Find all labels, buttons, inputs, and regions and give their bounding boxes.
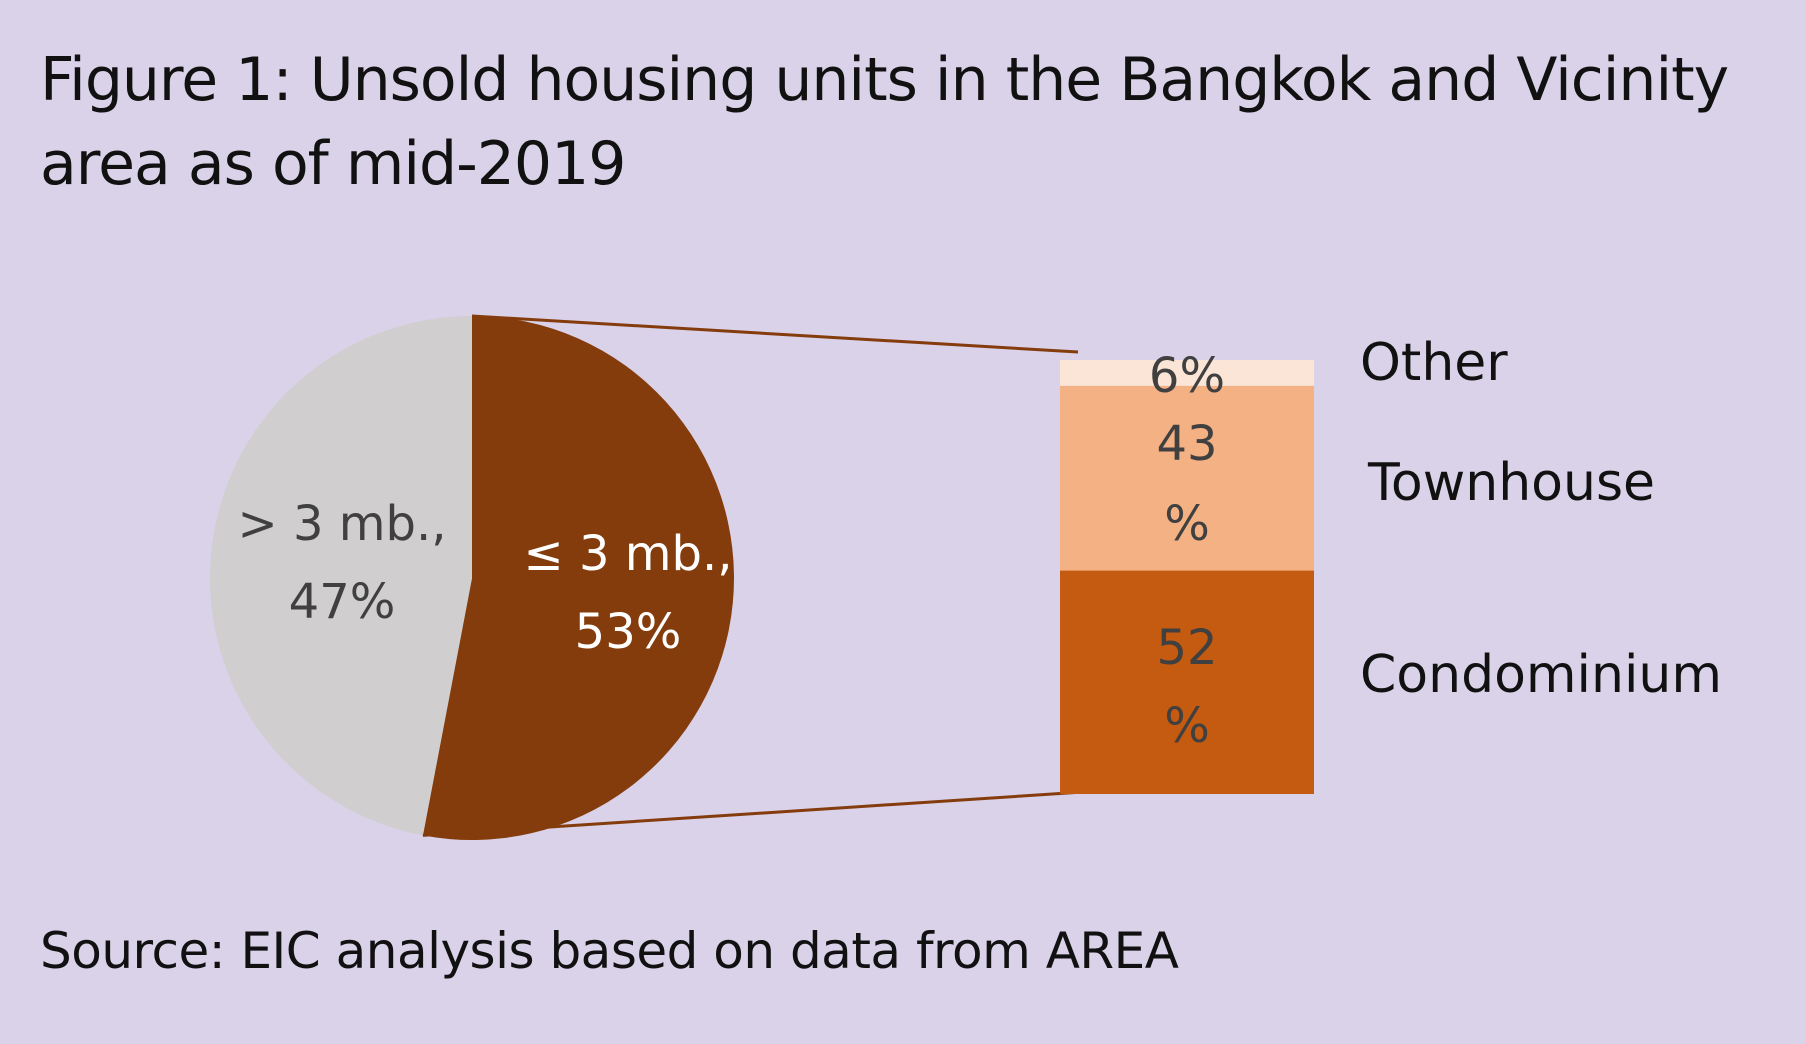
pie-label-low-name: ≤ 3 mb., [523,526,732,582]
bar-segment-other-value: 6% [1149,348,1225,404]
connector-line-top [471,314,1079,354]
bar-segment-other-category-label: Other [1360,333,1508,393]
bar-segment-townhouse [1060,385,1314,571]
pie-slice-high [210,316,472,836]
pie-slice-low [422,316,735,840]
chart-source: Source: EIC analysis based on data from … [40,922,1179,980]
bar-segment-condominium-category-label: Condominium [1360,645,1722,705]
bar-segment-townhouse-value: 43 [1156,416,1217,472]
bar-segment-condominium [1060,570,1314,794]
bar-segment-other [1060,360,1314,386]
pie-label-high-name: > 3 mb., [237,496,446,552]
connector-line-bottom [422,790,1084,837]
bar-segment-townhouse-category-label: Townhouse [1367,453,1655,513]
chart-title-line-2: area as of mid-2019 [40,129,626,199]
pie-label-high-percent: 47% [289,574,396,630]
bar-segment-townhouse-unit: % [1164,496,1210,552]
pie-label-low-percent: 53% [575,604,682,660]
bar-segment-condominium-unit: % [1164,698,1210,754]
chart-title-line-1: Figure 1: Unsold housing units in the Ba… [40,45,1729,115]
bar-segment-condominium-value: 52 [1156,620,1217,676]
chart-title: Figure 1: Unsold housing units in the Ba… [40,38,1780,206]
